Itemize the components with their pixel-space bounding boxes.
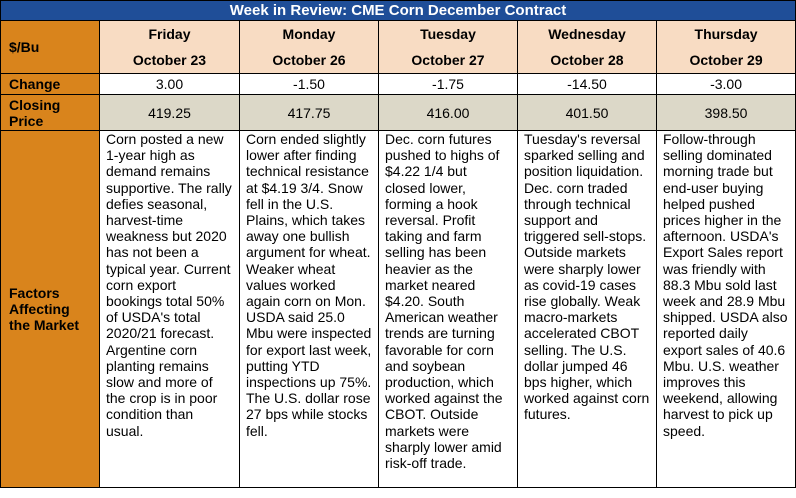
factor-text-wednesday: Tuesday's reversal sparked selling and p… — [517, 130, 657, 488]
closing-price-label: Closing Price — [0, 94, 100, 131]
closing-row: Closing Price 419.25 417.75 416.00 401.5… — [0, 94, 796, 131]
factors-row: Factors Affecting the Market Corn posted… — [0, 130, 796, 488]
day-header-wednesday: Wednesday October 28 — [517, 20, 657, 74]
day-header-monday: Monday October 26 — [239, 20, 379, 74]
day-date: October 26 — [272, 52, 346, 68]
header-row: $/Bu Friday October 23 Monday October 26… — [0, 20, 796, 74]
week-in-review-table: Week in Review: CME Corn December Contra… — [0, 0, 796, 488]
table-title: Week in Review: CME Corn December Contra… — [0, 0, 796, 21]
change-value: 3.00 — [99, 73, 240, 95]
day-name: Friday — [148, 26, 191, 42]
factor-text-thursday: Follow-through selling dominated morning… — [655, 130, 796, 488]
change-value: -1.50 — [239, 73, 379, 95]
day-header-thursday: Thursday October 29 — [655, 20, 796, 74]
day-name: Tuesday — [420, 26, 476, 42]
closing-value: 398.50 — [655, 94, 796, 131]
day-header-tuesday: Tuesday October 27 — [378, 20, 518, 74]
factors-label-line3: the Market — [9, 317, 80, 333]
day-name: Thursday — [694, 26, 758, 42]
day-name: Wednesday — [548, 26, 626, 42]
day-date: October 29 — [689, 52, 763, 68]
title-row: Week in Review: CME Corn December Contra… — [0, 0, 796, 21]
factor-text-friday: Corn posted a new 1-year high as demand … — [99, 130, 240, 488]
closing-value: 419.25 — [99, 94, 240, 131]
closing-label-line1: Closing — [9, 96, 61, 113]
day-header-friday: Friday October 23 — [99, 20, 240, 74]
factor-text-monday: Corn ended slightly lower after finding … — [239, 130, 379, 488]
closing-label-line2: Price — [9, 112, 44, 129]
day-name: Monday — [282, 26, 336, 42]
factors-label-line1: Factors — [9, 285, 60, 301]
closing-value: 417.75 — [239, 94, 379, 131]
day-date: October 23 — [132, 52, 207, 68]
closing-value: 401.50 — [517, 94, 657, 131]
change-row: Change 3.00 -1.50 -1.75 -14.50 -3.00 — [0, 73, 796, 95]
factor-text-tuesday: Dec. corn futures pushed to highs of $4.… — [378, 130, 518, 488]
change-value: -3.00 — [655, 73, 796, 95]
day-date: October 28 — [550, 52, 624, 68]
change-value: -1.75 — [378, 73, 518, 95]
factors-label-line2: Affecting — [9, 301, 70, 317]
unit-label: $/Bu — [0, 20, 100, 74]
day-date: October 27 — [411, 52, 485, 68]
closing-value: 416.00 — [378, 94, 518, 131]
change-value: -14.50 — [517, 73, 657, 95]
factors-label: Factors Affecting the Market — [0, 130, 100, 488]
change-label: Change — [0, 73, 100, 95]
